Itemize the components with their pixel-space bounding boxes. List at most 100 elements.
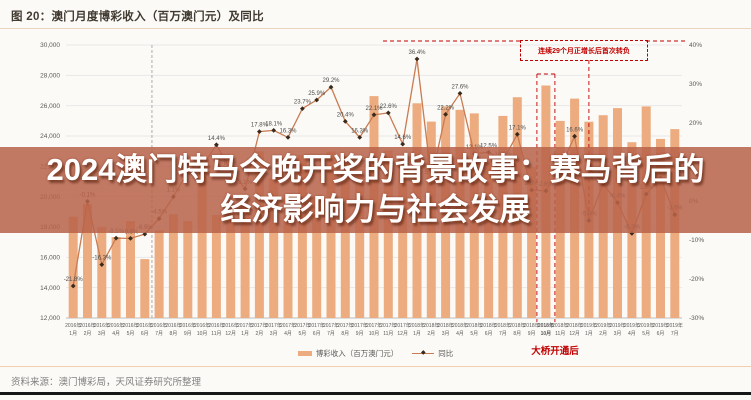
x-axis-month-label: 2月 <box>84 331 92 337</box>
revenue-bar <box>240 204 250 318</box>
revenue-bar <box>383 150 393 318</box>
revenue-bar <box>283 194 293 318</box>
yoy-point-label: 14.4% <box>208 136 226 142</box>
revenue-bar <box>197 169 207 318</box>
source-attribution: 资料来源：澳门博彩局，天风证券研究所整理 <box>11 377 202 388</box>
yoy-point-label: 16.3% <box>279 128 297 134</box>
x-axis-month-label: 10月 <box>197 331 208 337</box>
revenue-bar <box>326 151 336 318</box>
x-axis-month-label: 2月 <box>427 331 435 337</box>
overlay-text-line1: 2024澳门特马今晚开奖的背景故事：赛马背后的 <box>46 152 705 187</box>
callout-annotation: 连续29个月正增长后首次转负 <box>520 40 648 61</box>
y-axis-right-tick: 40% <box>689 42 702 49</box>
revenue-bar <box>297 155 307 318</box>
x-axis-year-label: 2016年 <box>194 322 210 329</box>
legend-label-revenue: 博彩收入（百万澳门元） <box>315 349 399 358</box>
y-axis-right-tick: 20% <box>689 120 702 127</box>
yoy-marker <box>572 133 578 139</box>
yoy-point-label: 22.6% <box>380 104 398 110</box>
revenue-bar <box>83 203 92 318</box>
yoy-point-label: 27.6% <box>451 84 469 90</box>
revenue-bar <box>183 220 193 318</box>
revenue-bar <box>269 178 279 318</box>
x-axis-year-label: 2017年 <box>280 322 296 329</box>
yoy-point-label: 20.4% <box>337 112 355 118</box>
x-axis-month-label: 1月 <box>585 331 593 337</box>
x-axis-month-label: 8月 <box>513 331 521 337</box>
x-axis-year-label: 2019年 <box>581 322 597 329</box>
x-axis-month-label: 9月 <box>356 331 364 337</box>
x-axis-year-label: 2016年 <box>122 322 138 329</box>
yoy-point-label: 25.9% <box>308 91 326 97</box>
x-axis-year-label: 2019年 <box>638 322 654 329</box>
yoy-marker <box>113 235 119 241</box>
x-axis-month-label: 9月 <box>184 331 192 337</box>
yoy-point-label: 18.1% <box>265 121 283 127</box>
yoy-marker <box>400 141 406 147</box>
x-axis-year-label: 2018年 <box>466 322 482 329</box>
x-axis-month-label: 9月 <box>528 331 536 337</box>
yoy-marker <box>285 134 291 140</box>
revenue-bar <box>140 259 150 318</box>
x-axis-month-label: 6月 <box>141 331 149 337</box>
diamond-marker-icon: ◆ <box>420 350 426 356</box>
x-axis-month-label: 4月 <box>628 331 636 337</box>
x-axis-year-label: 2016年 <box>151 322 167 329</box>
bridge-opening-label: 大桥开通后 <box>531 346 579 357</box>
y-axis-right-tick: 30% <box>689 81 702 88</box>
x-axis-month-label: 3月 <box>442 331 450 337</box>
x-axis-year-label: 2018年 <box>452 322 468 329</box>
y-axis-left-tick: 26,000 <box>40 103 60 110</box>
x-axis-month-label: 11月 <box>211 331 221 337</box>
x-axis-year-label: 2017年 <box>266 322 282 329</box>
revenue-bar <box>398 155 408 318</box>
yoy-point-label: -21.8% <box>64 277 84 283</box>
legend-item-yoy: ◆ 同比 <box>412 348 453 359</box>
x-axis-month-label: 12月 <box>397 331 408 337</box>
x-axis-year-label: 2018年 <box>509 322 525 329</box>
x-axis-year-label: 2018年 <box>495 322 511 329</box>
x-axis-month-label: 3月 <box>270 331 278 337</box>
x-axis-year-label: 2017年 <box>237 322 253 329</box>
yoy-point-label: 22.2% <box>437 105 455 111</box>
x-axis-year-label: 2019年 <box>595 322 611 329</box>
revenue-bar <box>154 230 164 318</box>
x-axis-year-label: 2018年 <box>481 322 497 329</box>
yoy-point-label: 12.5% <box>480 143 498 149</box>
yoy-point-label: 16.6% <box>566 127 584 133</box>
yoy-point-label: 14.6% <box>394 135 412 141</box>
x-axis-month-label: 4月 <box>456 331 464 337</box>
x-axis-year-label: 2017年 <box>309 322 325 329</box>
x-axis-year-label: 2018年 <box>567 322 583 329</box>
x-axis-month-label: 10月 <box>369 331 380 337</box>
x-axis-year-label: 2018年 <box>438 322 454 329</box>
yoy-marker <box>256 129 262 135</box>
x-axis-month-label: 6月 <box>657 331 665 337</box>
x-axis-month-label: 2月 <box>599 331 607 337</box>
x-axis-year-label: 2018年 <box>552 322 568 329</box>
x-axis-year-label: 2016年 <box>137 322 153 329</box>
x-axis-month-label: 1月 <box>241 331 249 337</box>
x-axis-year-label: 2016年 <box>208 322 224 329</box>
y-axis-left-tick: 14,000 <box>40 285 60 292</box>
revenue-bar <box>312 196 322 318</box>
x-axis-month-label: 5月 <box>642 331 650 337</box>
revenue-bar <box>126 221 135 318</box>
revenue-bar <box>111 237 121 318</box>
x-axis-month-label: 4月 <box>284 331 292 337</box>
yoy-point-label: 16.3% <box>351 128 369 134</box>
yoy-marker <box>385 110 391 116</box>
x-axis-year-label: 2017年 <box>337 322 353 329</box>
y-axis-right-tick: -20% <box>689 276 704 283</box>
x-axis-month-label: 5月 <box>127 331 135 337</box>
revenue-bar <box>211 215 221 318</box>
x-axis-year-label: 2017年 <box>395 322 411 329</box>
y-axis-right-tick: -30% <box>689 315 704 322</box>
x-axis-year-label: 2016年 <box>223 322 239 329</box>
y-axis-left-tick: 24,000 <box>40 133 60 140</box>
x-axis-month-label: 10月 <box>541 330 552 337</box>
revenue-bar <box>68 216 78 318</box>
y-axis-left-tick: 28,000 <box>40 73 60 80</box>
x-axis-month-label: 12月 <box>569 331 580 337</box>
